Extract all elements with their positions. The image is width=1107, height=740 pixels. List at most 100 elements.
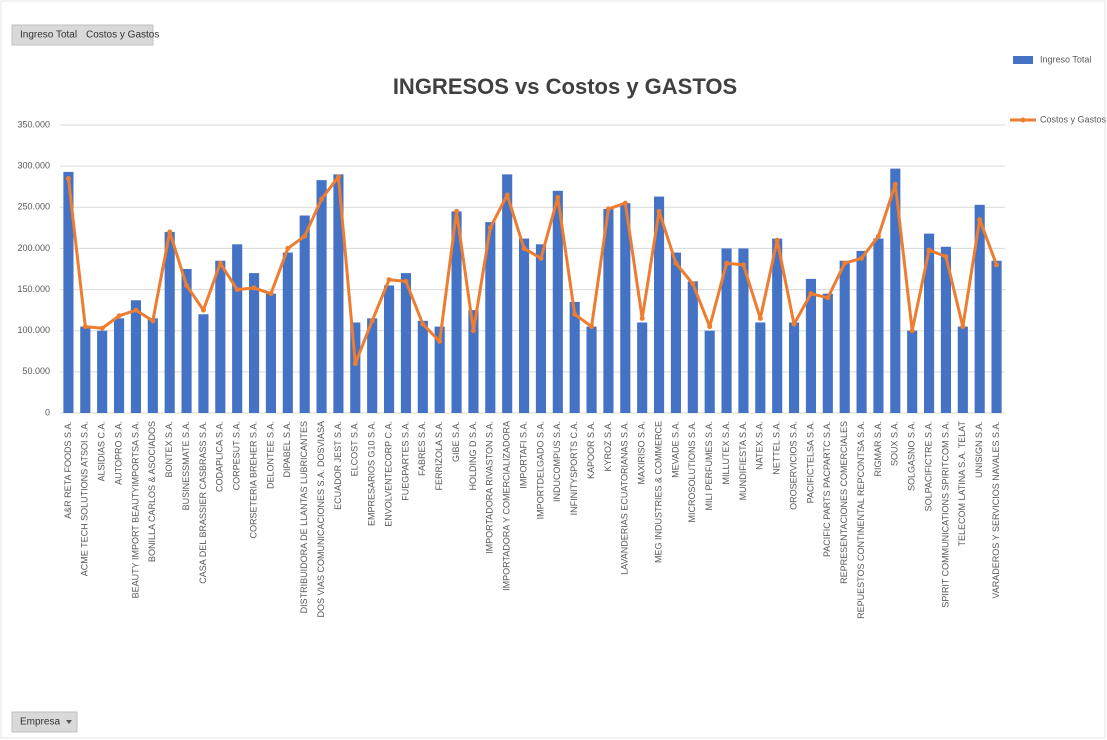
bar bbox=[232, 244, 243, 413]
line-marker bbox=[217, 260, 223, 266]
x-tick-label: MEVADE S.A. bbox=[670, 421, 680, 478]
y-tick-label: 100.000 bbox=[17, 325, 50, 335]
x-tick-label: PACIFICTELSA S.A. bbox=[805, 421, 815, 503]
bar bbox=[80, 326, 91, 413]
x-tick-label: AUTOPRO S.A. bbox=[113, 421, 123, 485]
line-marker bbox=[420, 321, 426, 327]
bar bbox=[991, 260, 1002, 413]
x-tick-label: DIPABEL S.A. bbox=[282, 421, 292, 478]
line-marker bbox=[234, 287, 240, 293]
x-tick-label: MEG INDUSTRIES & COMMERCE bbox=[653, 421, 663, 563]
x-tick-label: ECUADOR JEST S.A. bbox=[333, 421, 343, 510]
bar bbox=[873, 238, 884, 413]
line-marker bbox=[622, 200, 628, 206]
line-marker bbox=[99, 325, 105, 331]
line-marker bbox=[690, 281, 696, 287]
x-tick-label: KYROZ S.A. bbox=[603, 421, 613, 472]
line-marker bbox=[589, 324, 595, 330]
x-tick-label: MILI PERFUMES S.A. bbox=[704, 421, 714, 511]
y-tick-label: 50.000 bbox=[22, 366, 50, 376]
bar bbox=[637, 322, 648, 413]
x-tick-label: REPUESTOS CONTINENTAL REPCONTSA S.A. bbox=[856, 421, 866, 619]
bar bbox=[620, 203, 631, 413]
line-marker bbox=[302, 233, 308, 239]
x-tick-label: BONTEX S.A. bbox=[164, 421, 174, 478]
bar bbox=[350, 322, 361, 413]
bar bbox=[299, 215, 310, 413]
line-marker bbox=[268, 291, 274, 297]
line-marker bbox=[538, 255, 544, 261]
bar bbox=[451, 211, 462, 413]
x-tick-label: BEAUTY IMPORT BEAUTYIMPORTSA S.A. bbox=[130, 421, 140, 598]
field-button[interactable]: Costos y Gastos bbox=[86, 30, 159, 41]
bar bbox=[822, 293, 833, 413]
x-tick-label: ENVOLVENTECORP C.A. bbox=[383, 421, 393, 527]
line-marker bbox=[673, 260, 679, 266]
x-tick-label: INFINITYSPORTS C.A. bbox=[569, 421, 579, 515]
bar bbox=[890, 168, 901, 413]
line-marker bbox=[167, 229, 173, 235]
bar bbox=[384, 285, 395, 413]
bar bbox=[519, 238, 530, 413]
line-marker bbox=[487, 225, 493, 231]
x-tick-label: TELECOM LATINA S.A. TELAT bbox=[957, 421, 967, 547]
x-tick-label: DOS VIAS COMUNICACIONES S.A. DOSVIASA bbox=[316, 421, 326, 618]
y-tick-label: 150.000 bbox=[17, 284, 50, 294]
x-tick-label: IMPORTAFI S.A. bbox=[518, 421, 528, 489]
line bbox=[66, 175, 998, 366]
line-marker bbox=[656, 208, 662, 214]
bar bbox=[130, 300, 141, 413]
axis-field-button[interactable] bbox=[11, 711, 78, 733]
line-marker bbox=[572, 311, 578, 317]
x-tick-label: CORPESUT S.A. bbox=[232, 421, 242, 490]
line-marker bbox=[791, 321, 797, 327]
x-tick-label: ELCOST S.A. bbox=[350, 421, 360, 476]
bar bbox=[974, 204, 985, 413]
x-tick-label: LAVANDERIAS ECUATORIANAS S.A. bbox=[620, 421, 630, 575]
bar bbox=[721, 248, 732, 413]
line-marker bbox=[960, 324, 966, 330]
bar bbox=[772, 238, 783, 413]
bar bbox=[215, 260, 226, 413]
y-tick-label: 0 bbox=[45, 407, 50, 417]
line-marker bbox=[437, 338, 443, 344]
field-buttons[interactable] bbox=[11, 24, 154, 46]
bar bbox=[738, 248, 749, 413]
bar bbox=[789, 322, 800, 413]
bar bbox=[856, 250, 867, 413]
dropdown-arrow[interactable] bbox=[66, 720, 72, 724]
line-marker bbox=[707, 324, 713, 330]
line-marker bbox=[65, 175, 71, 181]
x-tick-label: INDUCOMPUS S.A. bbox=[552, 421, 562, 502]
line-marker bbox=[403, 278, 409, 284]
line-marker bbox=[555, 194, 561, 200]
x-tick-label: IMPORTADORA RIVASTON S.A. bbox=[485, 421, 495, 554]
field-button[interactable]: Ingreso Total bbox=[20, 30, 77, 41]
x-tick-label: HOLDING D S.A. bbox=[468, 421, 478, 491]
bar bbox=[282, 252, 293, 413]
legend-marker bbox=[1020, 117, 1026, 123]
legend-swatch bbox=[1013, 56, 1033, 64]
bar bbox=[63, 171, 74, 413]
x-tick-label: SOLGASNO S.A. bbox=[907, 421, 917, 491]
x-tick-label: FERRIZOLA S.A. bbox=[434, 421, 444, 491]
bar bbox=[805, 278, 816, 413]
y-tick-label: 300.000 bbox=[17, 161, 50, 171]
x-tick-label: FUEGPARTES S.A. bbox=[400, 421, 410, 501]
line-marker bbox=[994, 262, 1000, 268]
line-marker bbox=[133, 307, 139, 313]
bar bbox=[670, 252, 681, 413]
bar bbox=[316, 180, 327, 413]
line-marker bbox=[740, 262, 746, 268]
line-marker bbox=[352, 361, 358, 367]
bar bbox=[147, 318, 158, 413]
line-marker bbox=[977, 217, 983, 223]
line-marker bbox=[774, 237, 780, 243]
x-tick-label: ACME TECH SOLUTIONS ATSOI S.A. bbox=[80, 421, 90, 576]
x-tick-label: REPRESENTACIONES COMERCIALES bbox=[839, 421, 849, 584]
y-tick-label: 250.000 bbox=[17, 202, 50, 212]
chart-title: INGRESOS vs Costos y GASTOS bbox=[393, 74, 737, 99]
bar bbox=[654, 196, 665, 413]
axis-field-label[interactable]: Empresa bbox=[20, 717, 60, 728]
x-tick-label: CASA DEL BRASSIER CASBRASS S.A. bbox=[198, 421, 208, 584]
